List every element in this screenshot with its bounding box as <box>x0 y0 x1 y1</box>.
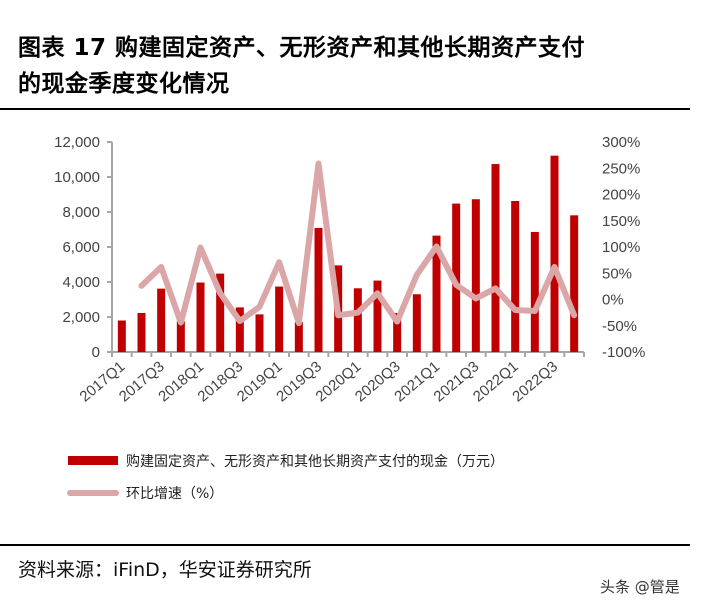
right-tick-label: -100% <box>602 344 645 361</box>
bar <box>393 312 402 352</box>
chart: 0 2,000 4,000 6,000 8,000 10,000 12,000 -100% -5… <box>54 134 645 502</box>
bar <box>432 235 441 352</box>
bar <box>137 312 146 352</box>
bar <box>216 273 225 352</box>
chart-title: 图表 17 购建固定资产、无形资产和其他长期资产支付 的现金季度变化情况 <box>18 30 585 102</box>
bar <box>452 203 461 352</box>
bar <box>196 282 205 352</box>
bar <box>353 288 362 352</box>
title-line-1: 图表 17 购建固定资产、无形资产和其他长期资产支付 <box>18 35 586 61</box>
left-tick-label: 8,000 <box>62 204 100 221</box>
right-tick-label: 250% <box>602 160 640 177</box>
bar <box>550 155 559 352</box>
left-tick-label: 12,000 <box>54 134 100 151</box>
bar <box>570 215 579 352</box>
watermark: 头条 @管是 <box>600 578 680 596</box>
title-line-2: 的现金季度变化情况 <box>18 71 230 97</box>
left-tick-label: 4,000 <box>62 274 100 291</box>
right-tick-label: 150% <box>602 213 640 230</box>
legend-line-label: 环比增速（%） <box>126 486 223 502</box>
right-tick-label: 200% <box>602 187 640 204</box>
bar <box>471 199 480 352</box>
bar <box>275 286 284 352</box>
bar <box>373 280 382 352</box>
right-tick-label: 0% <box>602 292 624 309</box>
left-tick-label: 0 <box>92 344 100 361</box>
bar <box>255 314 264 352</box>
left-tick-label: 2,000 <box>62 309 100 326</box>
right-tick-label: 300% <box>602 134 640 151</box>
bar <box>511 200 520 352</box>
x-tick-label: 2022Q3 <box>509 358 561 405</box>
right-tick-label: 50% <box>602 265 632 282</box>
title-rule <box>0 108 690 110</box>
legend-bar-label: 购建固定资产、无形资产和其他长期资产支付的现金（万元） <box>126 454 504 470</box>
left-tick-label: 10,000 <box>54 169 100 186</box>
source-note: 资料来源：iFinD，华安证券研究所 <box>18 559 312 581</box>
right-tick-label: 100% <box>602 239 640 256</box>
bar <box>314 227 323 352</box>
bar <box>157 288 166 352</box>
bar <box>412 294 421 352</box>
left-tick-label: 6,000 <box>62 239 100 256</box>
right-tick-label: -50% <box>602 318 637 335</box>
legend-bar-swatch <box>68 456 118 465</box>
bar <box>117 320 126 352</box>
bar <box>235 307 244 352</box>
bar <box>491 164 500 352</box>
footer-rule <box>0 544 690 546</box>
bar <box>530 231 539 352</box>
bar <box>294 322 303 352</box>
bar <box>176 321 185 352</box>
